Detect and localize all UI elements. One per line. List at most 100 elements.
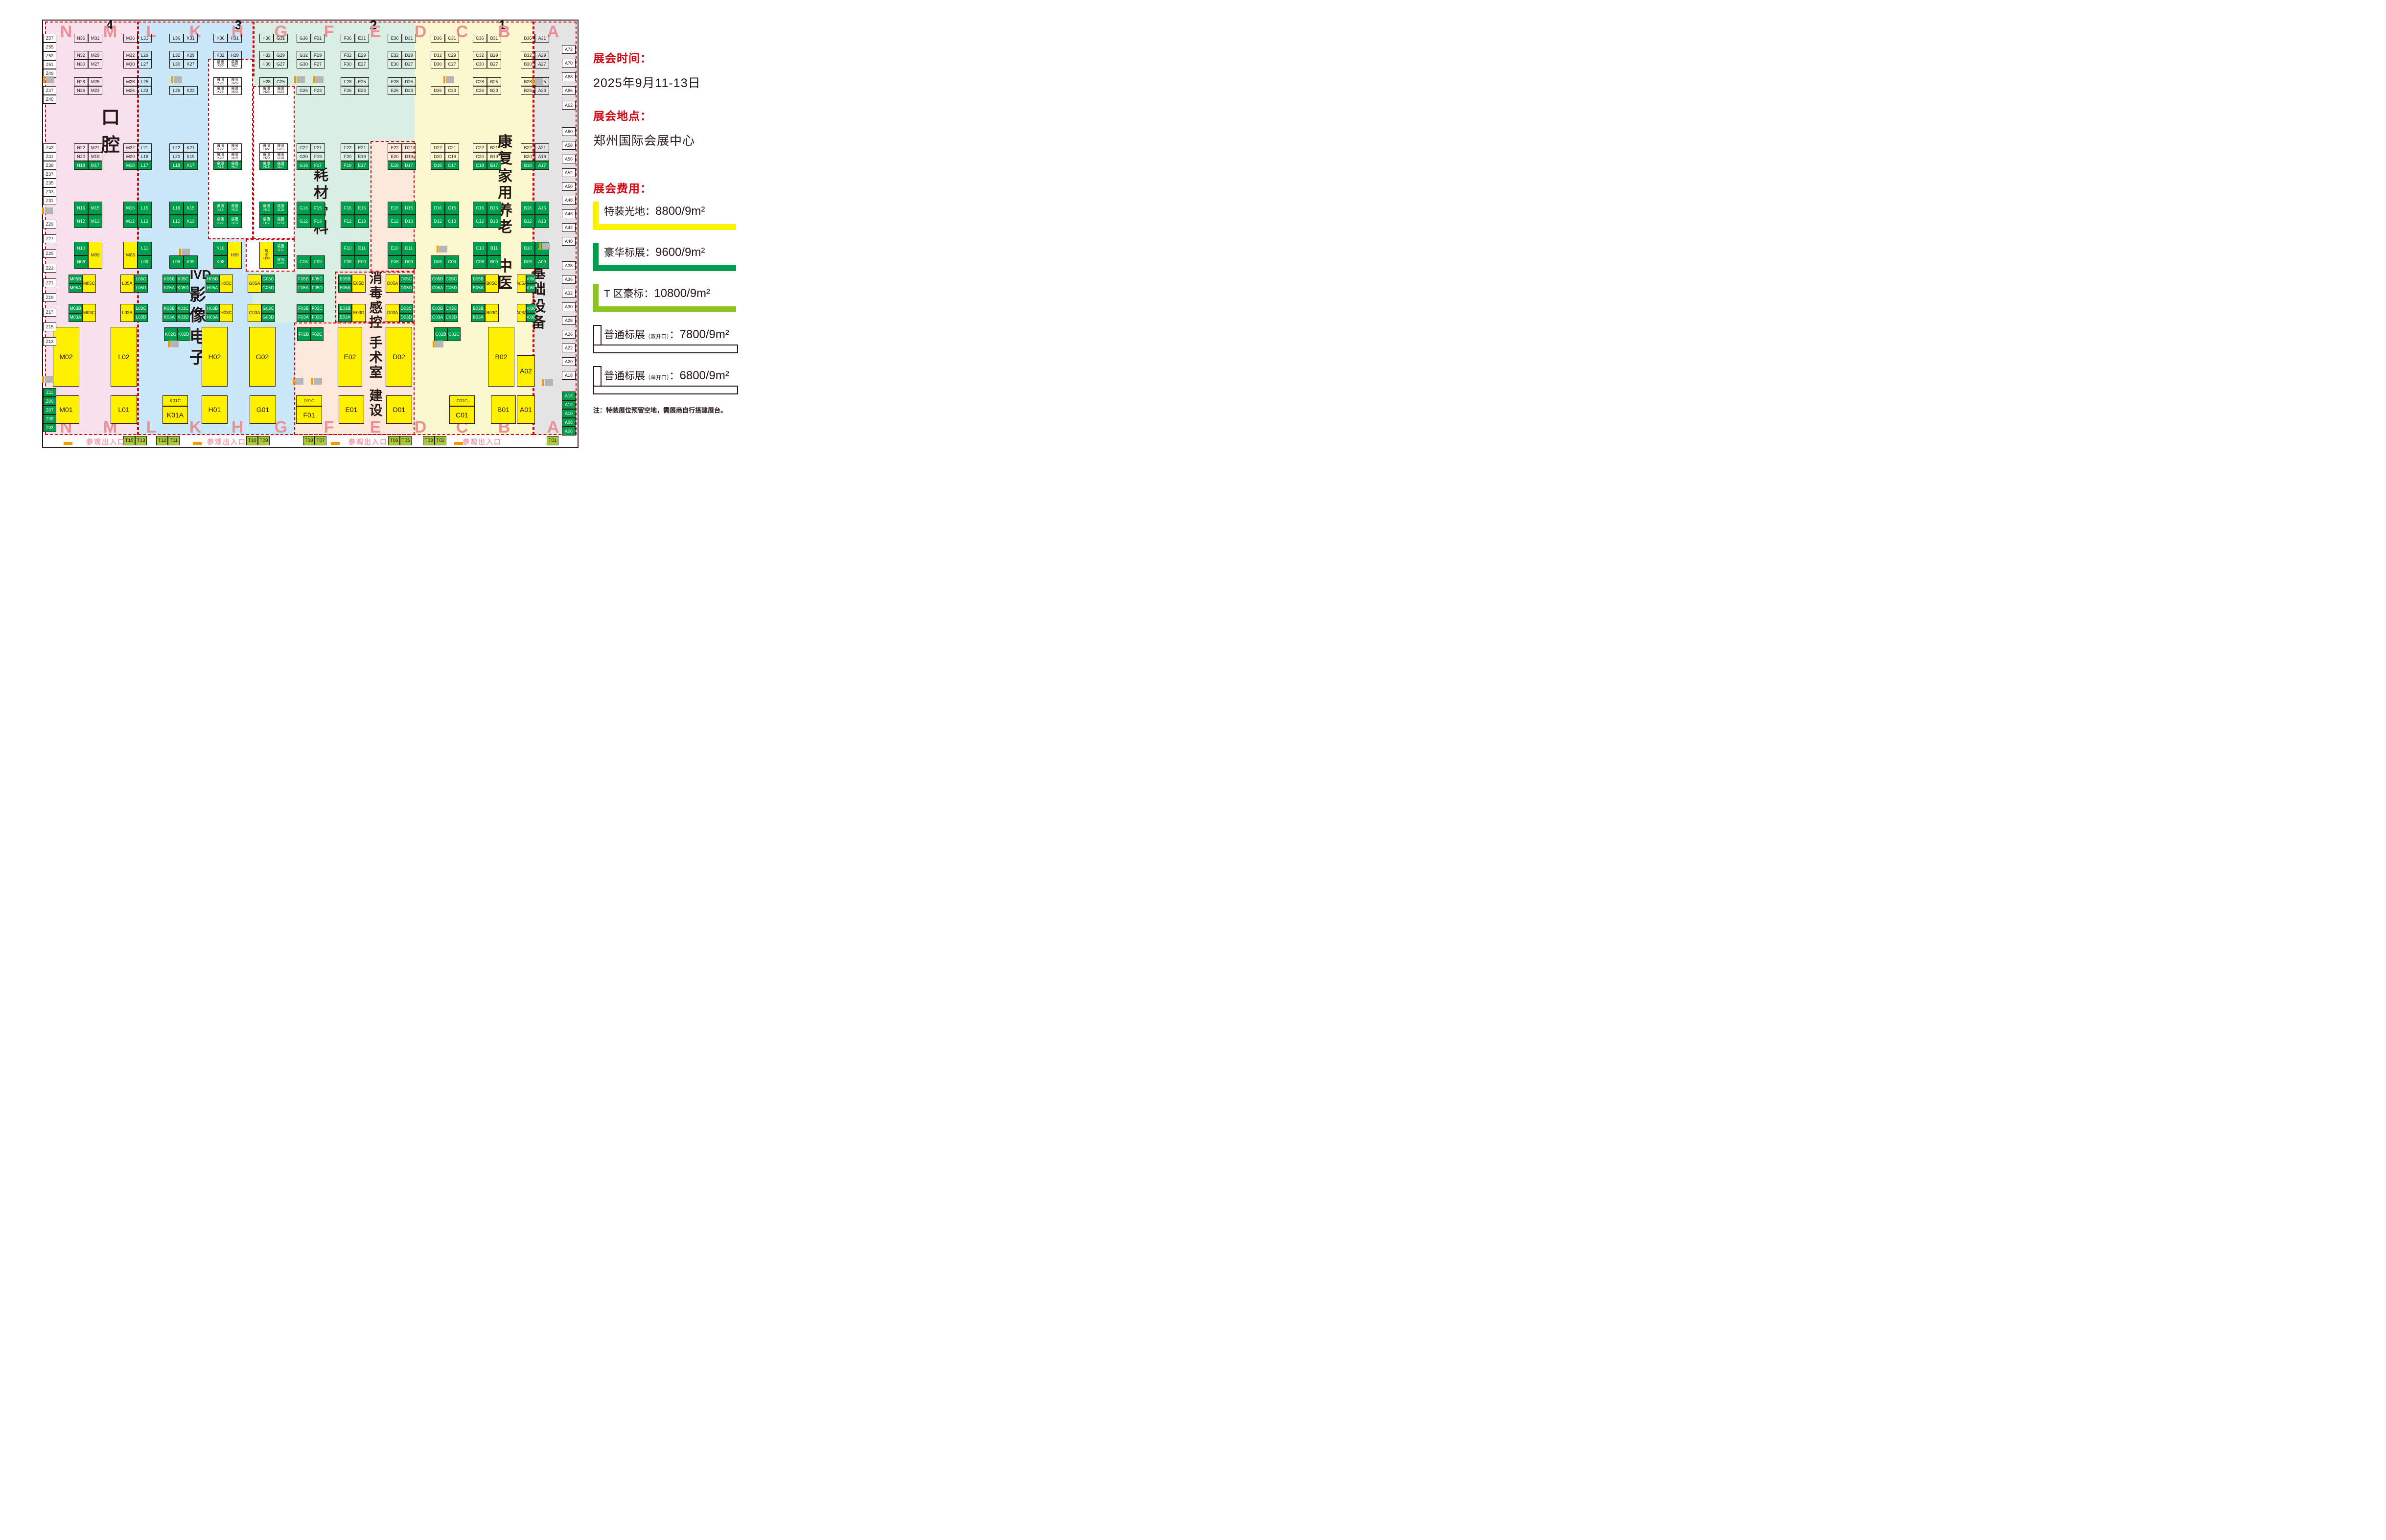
booth-K05A: K05A [162,283,176,293]
visitor-entrance-label: 参观出入口 [463,438,502,446]
booth-A31: A31 [535,34,549,43]
booth-E29: E29 [355,51,369,60]
booth-M05A: M05A [69,283,82,293]
booth-L23: L23 [138,86,152,95]
booth-H30: H30 [259,60,274,69]
booth-A58: A58 [562,141,576,150]
booth-M01: M01 [53,395,79,424]
column-letter-bottom-A: A [547,418,559,437]
booth-L31: L31 [138,34,152,43]
booth-E05B: E05B [338,275,352,284]
booth-N18: N18 [74,161,88,170]
booth-N10: N10 [74,242,88,255]
booth-Z35: Z35 [43,179,56,187]
booth-K03A: K03A [162,313,176,322]
fee-item-5: 普通标展（单开口）：6800/9m² [593,366,738,394]
booth-A03C: A03C [526,304,535,313]
booth-H03A: H03A [206,313,219,322]
booth-E27: E27 [355,60,369,69]
booth-C29: C29 [445,51,459,60]
booth-F09: F09 [311,255,325,269]
booth-H23: 展团 H23 [228,86,242,95]
booth-Z13: Z13 [43,337,56,346]
booth-A32: A32 [562,289,576,298]
booth-A05D: A05D [526,283,535,293]
hall-number-2: 2 [370,18,377,32]
booth-E16: E16 [388,202,402,215]
booth-N08: N08 [74,255,88,269]
booth-L18: L18 [169,161,184,170]
booth-F05A: F05A [297,283,310,293]
booth-Z17: Z17 [43,308,56,317]
booth-C05B: C05B [431,275,444,284]
booth-B25: B25 [487,77,501,86]
booth-H09: H09 [228,242,242,269]
aisle-marker [43,76,54,83]
booth-N16: N16 [74,202,88,215]
booth-Z37: Z37 [43,170,56,179]
booth-G29: G29 [274,51,288,60]
entrance-marker [454,442,463,445]
booth-E28: E28 [388,77,402,86]
booth-K08: K08 [213,255,228,269]
zone-label-char: 影 [189,286,206,304]
booth-L17: L17 [138,161,152,170]
zone-label-char: 室 [369,365,383,380]
booth-A70: A70 [562,59,576,68]
zone-label-char: 毒 [369,286,383,300]
booth-E31: E31 [355,34,369,43]
booth-Z41: Z41 [43,152,56,161]
booth-L19: L19 [138,152,152,161]
booth-Z33: Z33 [43,187,56,196]
fee-price: 9600/9m² [655,246,705,259]
booth-C03B: C03B [431,304,444,313]
column-letter-bottom-L: L [146,418,157,437]
zone-label-char: 用 [498,185,512,201]
booth-M03C: M03C [82,304,96,322]
booth-B11: B11 [487,242,501,255]
booth-B18: B18 [521,161,535,170]
booth-E03B: E03B [338,304,352,313]
visitor-entrance-label: 参观出入口 [348,438,388,446]
booth-H31: H31 [228,34,242,43]
booth-K10: K10 [213,242,228,255]
booth-E23: E23 [355,86,369,95]
booth-M31: M31 [88,34,102,43]
booth-D05D: D05D [399,283,413,293]
booth-F15: F15 [311,202,325,215]
booth-H28: H28 [259,77,274,86]
booth-K12: 展团 K12 [213,215,228,228]
booth-D03D: D03D [399,313,413,322]
booth-N32: N32 [74,51,88,60]
booth-C22: C22 [473,143,487,152]
booth-F12: F12 [341,215,355,228]
booth-B20: B20 [521,152,535,161]
booth-L05C: L05C [134,275,148,284]
booth-A29: A29 [535,51,549,60]
booth-A13: A13 [535,215,549,228]
booth-G20: G20 [297,152,311,161]
booth-H03C: H03C [219,304,233,322]
booth-C15: C15 [445,202,459,215]
booth-A18: A18 [562,371,576,380]
booth-F27: F27 [311,60,325,69]
booth-A36: A36 [562,275,576,284]
booth-L03C: L03C [134,304,148,313]
booth-C16: C16 [473,202,487,215]
booth-B19: B19 [487,152,501,161]
booth-K05B: K05B [162,275,176,284]
floorplan-poster: 展会时间： 2025年9月11-13日 展会地点： 郑州国际会展中心 展会费用：… [0,0,767,495]
booth-L11: L11 [138,242,152,255]
booth-N12: N12 [74,215,88,228]
exhibit-time-value: 2025年9月11-13日 [593,76,701,90]
booth-F03A: F03A [297,313,310,322]
booth-Z09: Z09 [43,397,56,406]
booth-K23: K23 [184,86,198,95]
booth-E20: E20 [388,152,402,161]
exhibit-venue-value: 郑州国际会展中心 [593,134,695,148]
visitor-entrance-label: 参观出入口 [86,438,125,446]
hall-number-4: 4 [106,18,114,32]
booth-K31: K31 [184,34,198,43]
fee-price: 8800/9m² [655,205,705,218]
booth-B31: B31 [487,34,501,43]
